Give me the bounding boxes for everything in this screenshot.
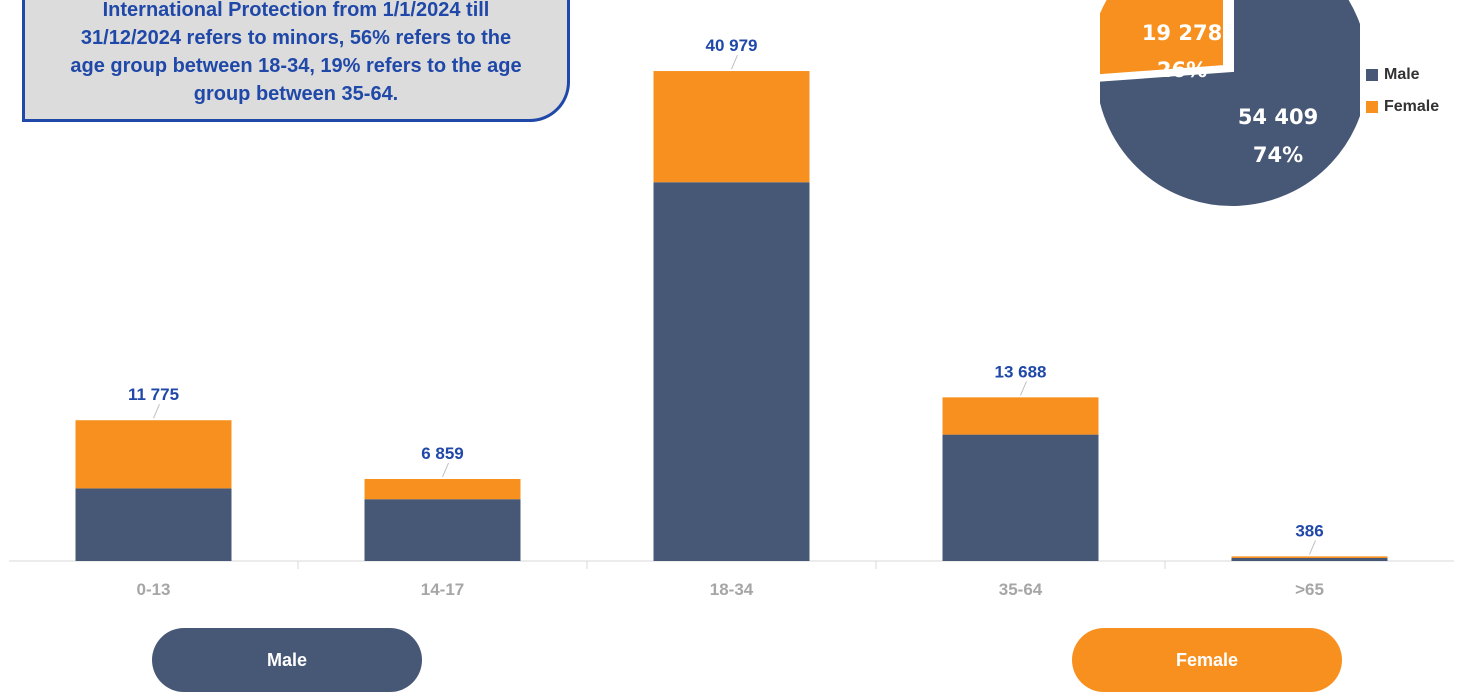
data-label-leader-14-17 bbox=[442, 462, 449, 478]
info-callout-text: International Protection from 1/1/2024 t… bbox=[70, 0, 522, 105]
info-callout: International Protection from 1/1/2024 t… bbox=[22, 0, 570, 122]
bar-male-0-13 bbox=[75, 488, 232, 561]
data-label-14-17: 6 859 bbox=[421, 444, 464, 463]
legend-item-female: Female bbox=[1366, 98, 1439, 116]
data-label->65: 386 bbox=[1295, 521, 1323, 540]
legend-label-female: Female bbox=[1384, 98, 1440, 115]
bar-male-35-64 bbox=[942, 434, 1099, 561]
legend-item-male: Male bbox=[1366, 66, 1420, 84]
data-label-leader-0-13 bbox=[153, 404, 160, 419]
x-tick-label-18-34: 18-34 bbox=[710, 580, 754, 599]
legend-swatch-male bbox=[1366, 69, 1378, 81]
pie-percent-label-male: 74% bbox=[1253, 143, 1303, 167]
male-button[interactable]: Male bbox=[152, 628, 422, 692]
pie-slice-female bbox=[1100, 0, 1227, 79]
data-label-leader->65 bbox=[1309, 540, 1316, 555]
data-label-35-64: 13 688 bbox=[995, 362, 1047, 381]
female-button[interactable]: Female bbox=[1072, 628, 1342, 692]
data-label-18-34: 40 979 bbox=[706, 36, 758, 55]
age-group-bar-chart: 11 775 0-13 6 859 14-17 40 979 18-34 13 688 35-… bbox=[9, 36, 1454, 599]
bar-female->65 bbox=[1231, 556, 1388, 559]
pie-value-label-male: 54 409 bbox=[1238, 105, 1318, 129]
pie-slice-male bbox=[1100, 0, 1360, 210]
bar-male-14-17 bbox=[364, 499, 521, 561]
bar-female-18-34 bbox=[653, 71, 810, 183]
bar-female-35-64 bbox=[942, 397, 1099, 435]
bar-female-0-13 bbox=[75, 420, 232, 489]
x-tick-label-0-13: 0-13 bbox=[136, 580, 170, 599]
x-tick-label-35-64: 35-64 bbox=[999, 580, 1043, 599]
legend-label-male: Male bbox=[1384, 66, 1420, 83]
x-tick-label->65: >65 bbox=[1295, 580, 1324, 599]
pie-percent-label-female: 26% bbox=[1157, 58, 1207, 82]
data-label-leader-35-64 bbox=[1020, 381, 1027, 396]
pie-value-label-female: 19 278 bbox=[1142, 21, 1222, 45]
bar-male->65 bbox=[1231, 558, 1388, 561]
legend-swatch-female bbox=[1366, 101, 1378, 113]
x-tick-label-14-17: 14-17 bbox=[421, 580, 464, 599]
bar-female-14-17 bbox=[364, 478, 521, 500]
gender-pie-chart: 54 409 74% 19 278 26% bbox=[1100, 0, 1360, 210]
data-label-0-13: 11 775 bbox=[128, 385, 179, 404]
data-label-leader-18-34 bbox=[731, 54, 738, 70]
bar-male-18-34 bbox=[653, 182, 810, 561]
